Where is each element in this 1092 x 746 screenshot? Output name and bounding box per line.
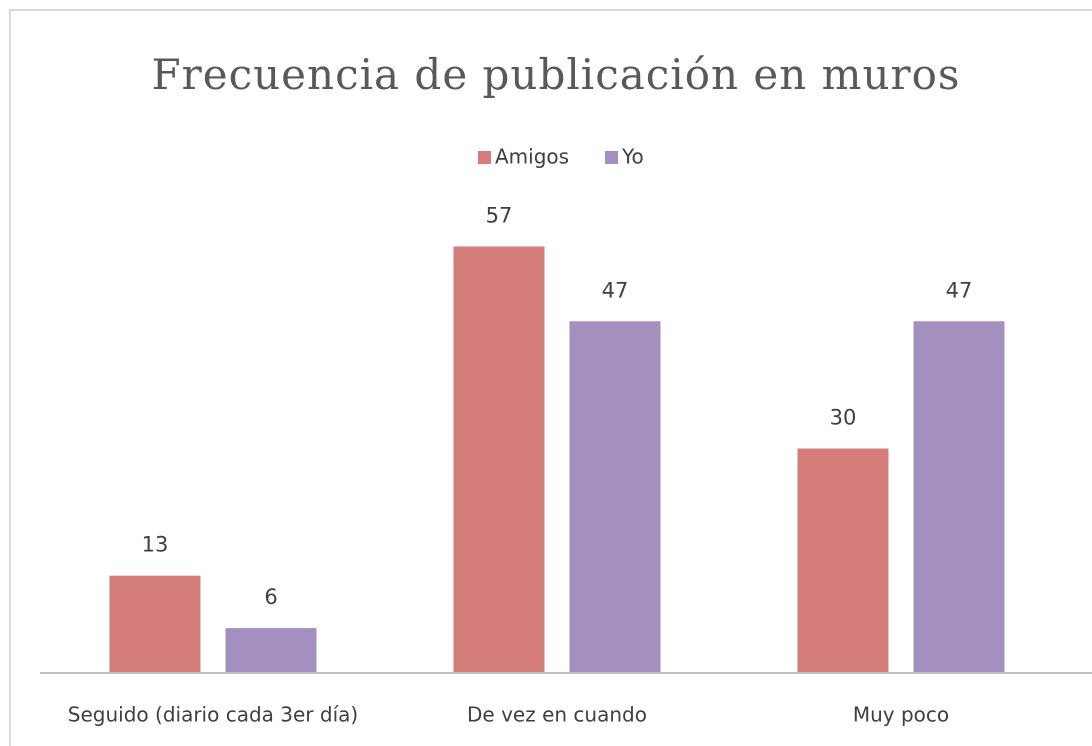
- legend-swatch: [478, 151, 491, 164]
- bar: [569, 321, 661, 673]
- x-tick-label: Muy poco: [853, 703, 949, 727]
- chart-title: Frecuencia de publicación en muros: [152, 50, 961, 99]
- bar: [225, 628, 317, 673]
- data-label: 47: [602, 278, 629, 302]
- data-label: 57: [486, 203, 513, 227]
- bar: [109, 575, 201, 673]
- data-label: 13: [142, 533, 169, 557]
- legend-label: Yo: [621, 145, 644, 169]
- legend-swatch: [605, 151, 618, 164]
- bar: [453, 246, 545, 673]
- bar: [797, 448, 889, 673]
- legend-label: Amigos: [495, 145, 569, 169]
- chart-frame: [9, 9, 1092, 746]
- data-label: 6: [264, 585, 277, 609]
- bar: [913, 321, 1005, 673]
- data-label: 30: [830, 406, 857, 430]
- x-tick-label: De vez en cuando: [467, 703, 647, 727]
- data-label: 47: [946, 278, 973, 302]
- x-tick-label: Seguido (diario cada 3er día): [68, 703, 358, 727]
